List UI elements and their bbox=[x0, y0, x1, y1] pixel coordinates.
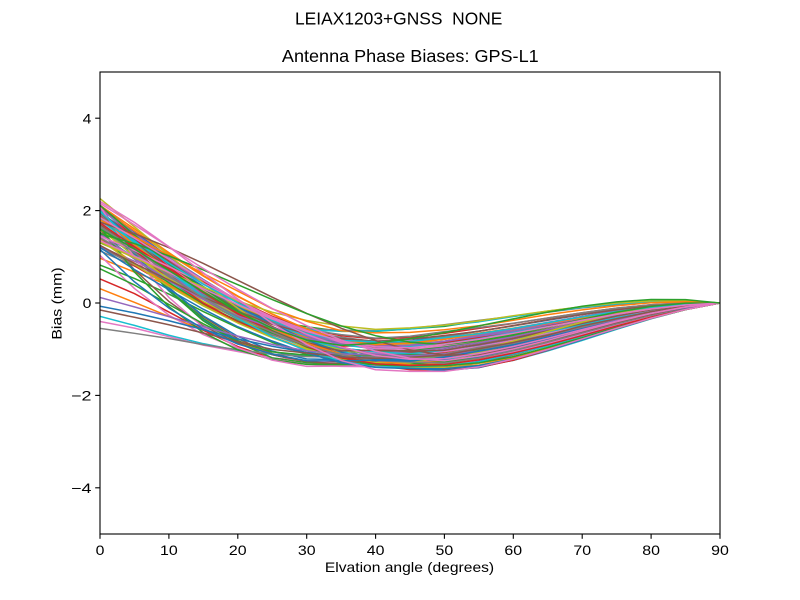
svg-text:0: 0 bbox=[96, 542, 105, 558]
svg-text:50: 50 bbox=[436, 542, 454, 558]
svg-text:Bias (mm): Bias (mm) bbox=[49, 267, 65, 339]
svg-text:LEIAX1203+GNSS NONE: LEIAX1203+GNSS NONE bbox=[295, 9, 503, 29]
svg-text:30: 30 bbox=[298, 542, 316, 558]
svg-text:80: 80 bbox=[642, 542, 660, 558]
svg-text:4: 4 bbox=[83, 110, 92, 126]
svg-text:40: 40 bbox=[367, 542, 385, 558]
svg-text:60: 60 bbox=[504, 542, 522, 558]
svg-text:2: 2 bbox=[83, 203, 92, 219]
svg-text:−4: −4 bbox=[71, 480, 92, 496]
svg-text:70: 70 bbox=[573, 542, 591, 558]
svg-text:10: 10 bbox=[160, 542, 178, 558]
svg-text:0: 0 bbox=[83, 295, 92, 311]
svg-text:Antenna Phase Biases: GPS-L1: Antenna Phase Biases: GPS-L1 bbox=[282, 46, 539, 66]
svg-text:−2: −2 bbox=[71, 388, 92, 404]
svg-text:20: 20 bbox=[229, 542, 247, 558]
svg-text:90: 90 bbox=[711, 542, 729, 558]
svg-text:Elvation angle (degrees): Elvation angle (degrees) bbox=[325, 559, 494, 575]
